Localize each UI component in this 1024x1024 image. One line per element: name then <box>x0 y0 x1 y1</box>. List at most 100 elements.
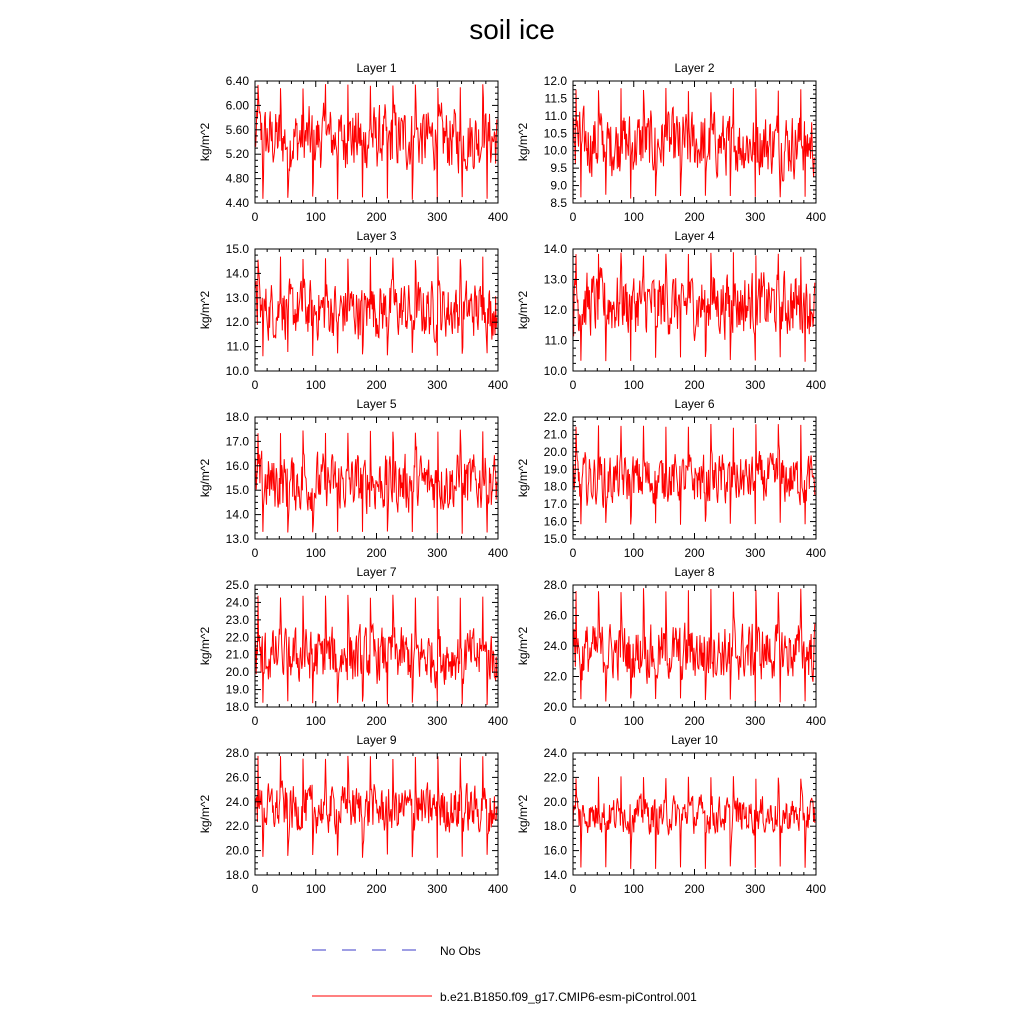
y-tick-label: 13.0 <box>226 291 250 305</box>
x-tick-label: 300 <box>427 546 447 560</box>
y-tick-label: 20.0 <box>544 445 568 459</box>
y-tick-label: 23.0 <box>226 613 250 627</box>
y-tick-label: 24.0 <box>544 639 568 653</box>
x-tick-label: 400 <box>488 714 508 728</box>
x-tick-label: 300 <box>745 378 765 392</box>
y-axis-label: kg/m^2 <box>198 627 212 666</box>
x-tick-label: 200 <box>366 378 386 392</box>
series-line <box>572 588 816 703</box>
y-tick-label: 26.0 <box>544 609 568 623</box>
y-tick-label: 22.0 <box>544 410 568 424</box>
x-tick-label: 300 <box>745 546 765 560</box>
x-tick-label: 0 <box>252 210 259 224</box>
y-tick-label: 20.0 <box>544 795 568 809</box>
y-tick-label: 22.0 <box>544 670 568 684</box>
y-tick-label: 18.0 <box>226 700 250 714</box>
legend-obs-label: No Obs <box>440 944 481 958</box>
y-tick-label: 20.0 <box>544 700 568 714</box>
panel-title: Layer 7 <box>356 565 396 579</box>
series-line <box>254 429 498 534</box>
y-tick-label: 16.0 <box>226 459 250 473</box>
y-axis-label: kg/m^2 <box>516 627 530 666</box>
x-tick-label: 200 <box>684 882 704 896</box>
y-tick-label: 17.0 <box>544 497 568 511</box>
y-tick-label: 18.0 <box>226 410 250 424</box>
x-tick-label: 100 <box>624 378 644 392</box>
x-tick-label: 200 <box>684 714 704 728</box>
x-tick-label: 300 <box>427 210 447 224</box>
y-tick-label: 10.5 <box>544 126 568 140</box>
series-line <box>572 423 816 525</box>
x-tick-label: 400 <box>806 546 826 560</box>
y-axis-label: kg/m^2 <box>198 123 212 162</box>
y-tick-label: 22.0 <box>226 819 250 833</box>
y-tick-label: 11.0 <box>227 340 250 354</box>
y-tick-label: 25.0 <box>226 578 250 592</box>
panel-title: Layer 8 <box>674 565 714 579</box>
panel-title: Layer 9 <box>356 733 396 747</box>
y-tick-label: 18.0 <box>544 819 568 833</box>
x-tick-label: 400 <box>806 210 826 224</box>
y-axis-label: kg/m^2 <box>198 291 212 330</box>
y-tick-label: 24.0 <box>226 795 250 809</box>
y-axis-label: kg/m^2 <box>516 123 530 162</box>
panel-title: Layer 5 <box>356 397 396 411</box>
x-tick-label: 100 <box>306 714 326 728</box>
y-tick-label: 8.5 <box>550 196 567 210</box>
x-tick-label: 100 <box>624 210 644 224</box>
y-tick-label: 18.0 <box>544 480 568 494</box>
series-line <box>254 84 498 200</box>
x-tick-label: 200 <box>684 546 704 560</box>
y-tick-label: 26.0 <box>226 770 250 784</box>
x-tick-label: 300 <box>427 714 447 728</box>
y-tick-label: 9.0 <box>550 179 567 193</box>
y-tick-label: 22.0 <box>544 770 568 784</box>
y-tick-label: 21.0 <box>544 427 568 441</box>
y-tick-label: 4.40 <box>226 196 250 210</box>
y-tick-label: 12.0 <box>544 303 568 317</box>
y-tick-label: 12.0 <box>544 74 568 88</box>
y-tick-label: 22.0 <box>226 630 250 644</box>
y-tick-label: 15.0 <box>226 242 250 256</box>
figure-title: soil ice <box>469 14 555 45</box>
y-tick-label: 11.5 <box>545 91 568 105</box>
x-tick-label: 200 <box>366 210 386 224</box>
x-tick-label: 400 <box>806 378 826 392</box>
x-tick-label: 300 <box>427 882 447 896</box>
x-tick-label: 400 <box>806 882 826 896</box>
y-tick-label: 28.0 <box>544 578 568 592</box>
y-tick-label: 16.0 <box>544 515 568 529</box>
x-tick-label: 400 <box>488 210 508 224</box>
y-tick-label: 17.0 <box>226 434 250 448</box>
y-axis-label: kg/m^2 <box>516 795 530 834</box>
x-tick-label: 100 <box>306 546 326 560</box>
y-tick-label: 14.0 <box>226 266 250 280</box>
y-tick-label: 19.0 <box>226 683 250 697</box>
x-tick-label: 400 <box>806 714 826 728</box>
x-tick-label: 0 <box>570 210 577 224</box>
x-tick-label: 300 <box>745 882 765 896</box>
x-tick-label: 0 <box>570 378 577 392</box>
y-tick-label: 5.60 <box>226 123 250 137</box>
x-tick-label: 100 <box>306 378 326 392</box>
series-line <box>254 755 498 858</box>
y-tick-label: 4.80 <box>226 172 250 186</box>
series-line <box>572 776 816 869</box>
y-tick-label: 15.0 <box>226 483 250 497</box>
panel-title: Layer 1 <box>356 61 396 75</box>
y-tick-label: 9.5 <box>550 161 567 175</box>
y-tick-label: 12.0 <box>226 315 250 329</box>
y-tick-label: 13.0 <box>544 273 568 287</box>
y-tick-label: 6.00 <box>226 98 250 112</box>
x-tick-label: 300 <box>427 378 447 392</box>
series-line <box>572 252 816 362</box>
x-tick-label: 200 <box>684 210 704 224</box>
y-tick-label: 11.0 <box>545 109 568 123</box>
x-tick-label: 300 <box>745 714 765 728</box>
y-tick-label: 10.0 <box>226 364 250 378</box>
x-tick-label: 0 <box>252 546 259 560</box>
x-tick-label: 200 <box>366 714 386 728</box>
x-tick-label: 100 <box>624 714 644 728</box>
y-tick-label: 10.0 <box>544 364 568 378</box>
